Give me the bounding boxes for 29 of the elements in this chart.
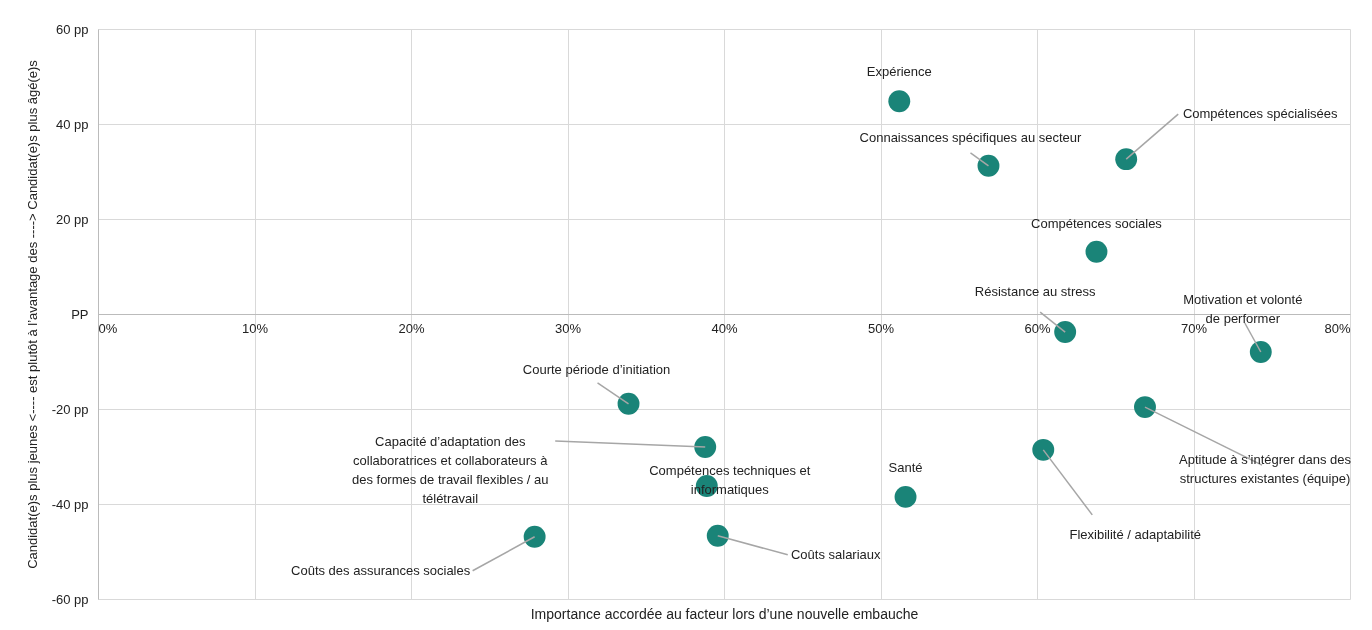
y-tick-label: 60 pp <box>55 21 89 37</box>
y-tick-label: -20 pp <box>51 401 89 417</box>
annotation: Coûts salariaux <box>790 546 882 562</box>
annotation: Compétences spécialisées <box>1182 106 1339 122</box>
annotation: Connaissances spécifiques au secteur <box>859 129 1083 145</box>
annotation: Résistance au stress <box>974 284 1096 300</box>
y-tick-label: -40 pp <box>51 496 89 512</box>
x-tick-label: 60% <box>1024 320 1051 336</box>
annotation: Flexibilité / adaptabilité <box>1069 526 1202 542</box>
x-tick-label: 80% <box>1324 320 1351 336</box>
annotation: Courte période d’initiation <box>522 361 671 377</box>
x-axis-title: Importance accordée au facteur lors d’une nouvelle embauche <box>530 605 919 622</box>
x-tick-label: 40% <box>711 320 738 336</box>
y-tick-label: -60 pp <box>51 591 89 607</box>
annotation: Coûts des assurances sociales <box>291 562 471 578</box>
annotation: Expérience <box>866 64 932 80</box>
x-tick-label: 20% <box>398 320 425 336</box>
y-tick-label: PP <box>71 306 89 322</box>
x-tick-label: 0% <box>98 320 118 336</box>
annotation: Compétences sociales <box>1031 215 1163 231</box>
y-axis-title: Candidat(e)s plus jeunes <---- est plutôt à l’avantage des ----> Candidat(e)s plus âgé(e)s <box>24 59 40 569</box>
x-tick-label: 10% <box>241 320 269 336</box>
x-tick-label: 50% <box>867 320 895 336</box>
annotation: Capacité d’adaptation des collaboratrices et collaborateurs à des formes de travail flexibles / au télétravail <box>351 433 549 506</box>
annotation: Aptitude à s’intégrer dans des structures existantes (équipe) <box>1178 451 1352 486</box>
annotation: Santé <box>888 459 923 475</box>
x-tick-label: 30% <box>554 320 582 336</box>
y-tick-label: 20 pp <box>55 211 89 227</box>
y-tick-label: 40 pp <box>55 116 89 132</box>
